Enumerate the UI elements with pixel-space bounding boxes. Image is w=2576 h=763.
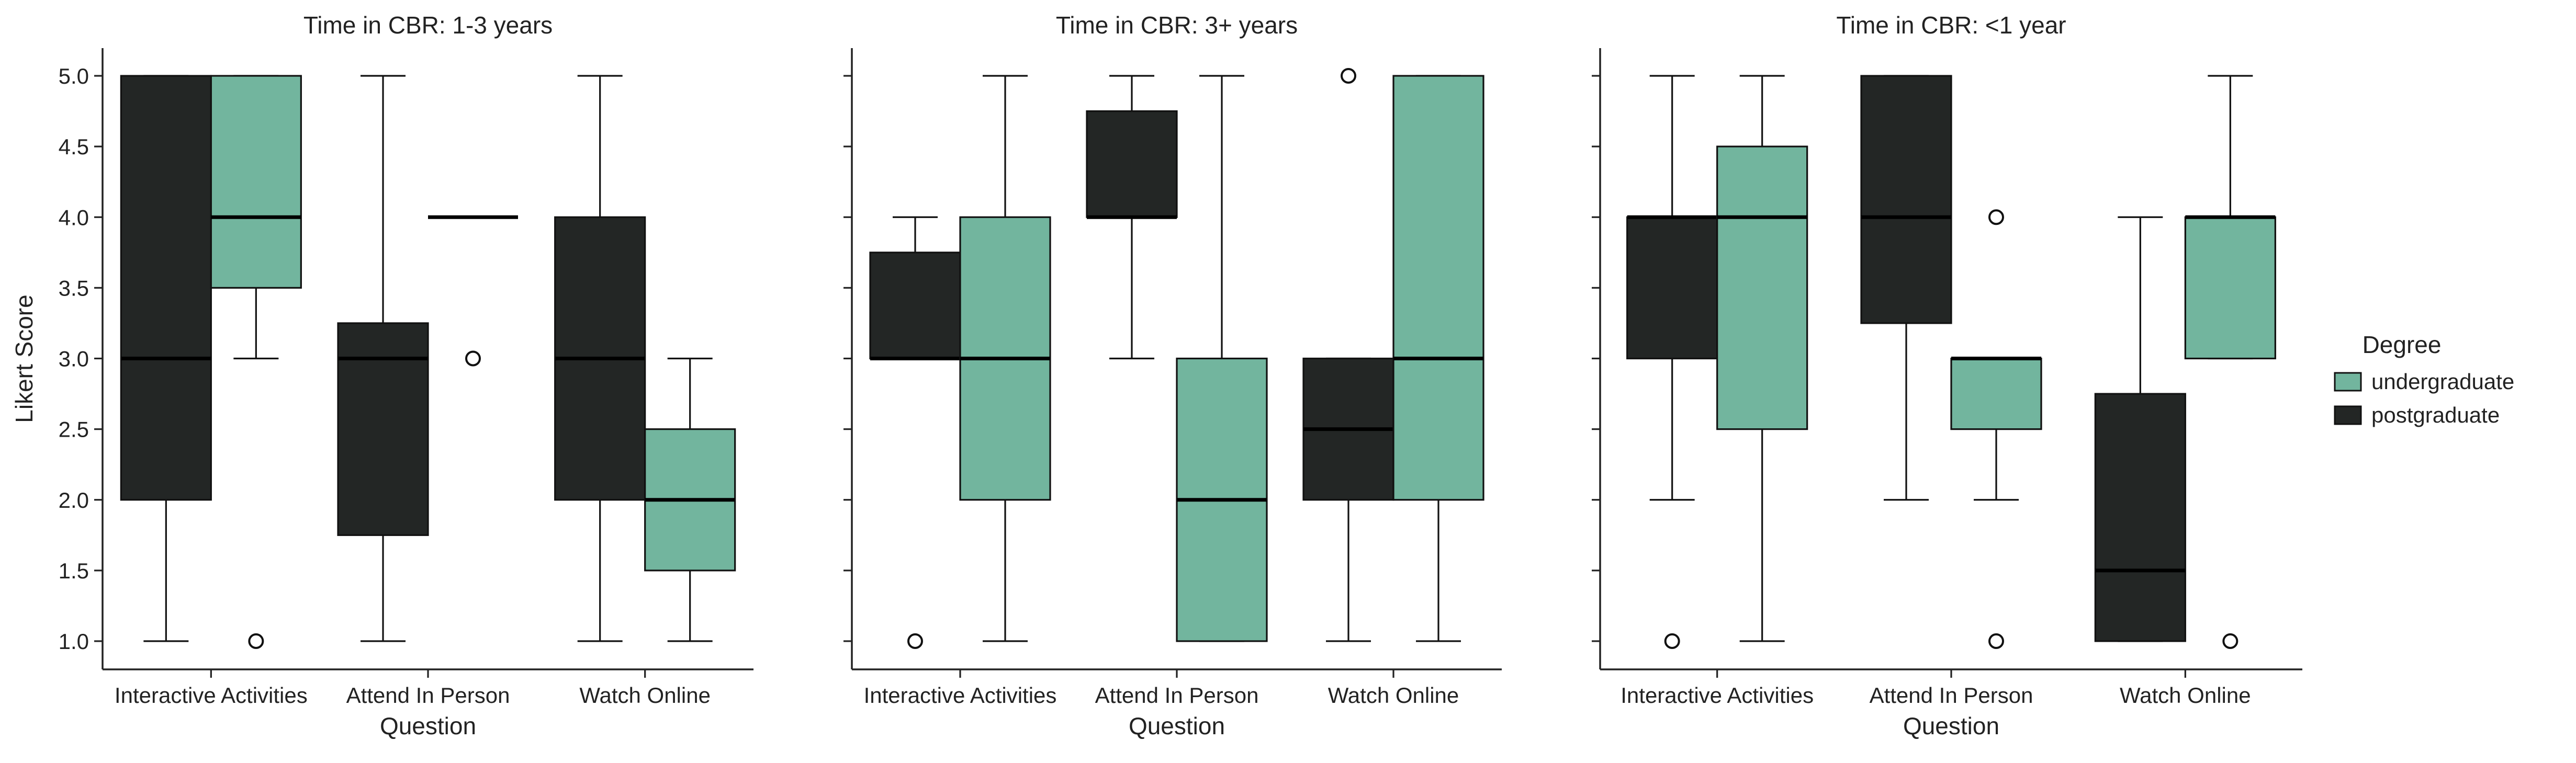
- x-axis-label: Question: [1129, 712, 1225, 739]
- outlier-point-postgraduate-interactive-activities: [1664, 633, 1680, 649]
- box-postgraduate-interactive-activities: [1626, 216, 1718, 360]
- x-axis-label: Question: [380, 712, 476, 739]
- legend-swatch-undergraduate: [2334, 372, 2362, 392]
- box-undergraduate-attend-in-person: [1950, 357, 2042, 430]
- box-postgraduate-attend-in-person: [337, 322, 429, 536]
- legend-title: Degree: [2363, 331, 2442, 358]
- facet-title: Time in CBR: 3+ years: [1056, 12, 1298, 39]
- legend-label-postgraduate: postgraduate: [2371, 403, 2500, 427]
- outlier-point-undergraduate-attend-in-person: [1988, 633, 2004, 649]
- outlier-point-postgraduate-watch-online: [1341, 68, 1356, 84]
- box-undergraduate-interactive-activities: [210, 75, 302, 289]
- box-postgraduate-watch-online: [2094, 393, 2186, 642]
- x-tick-label: Attend In Person: [1095, 683, 1259, 708]
- box-undergraduate-watch-online: [1392, 75, 1484, 501]
- y-tick-label: 3.0: [59, 347, 89, 371]
- y-tick-label: 4.5: [59, 134, 89, 159]
- y-tick-label: 2.0: [59, 488, 89, 513]
- x-tick-label: Attend In Person: [346, 683, 510, 708]
- box-postgraduate-attend-in-person: [1086, 110, 1178, 218]
- x-tick-label: Watch Online: [2120, 683, 2251, 708]
- outlier-point-undergraduate-attend-in-person: [465, 350, 481, 367]
- legend-label-undergraduate: undergraduate: [2371, 369, 2514, 394]
- legend-swatch-postgraduate: [2334, 405, 2362, 425]
- y-axis-label: Likert Score: [10, 294, 38, 423]
- x-tick-label: Interactive Activities: [1621, 683, 1814, 708]
- y-tick-label: 1.0: [59, 629, 89, 654]
- box-postgraduate-attend-in-person: [1860, 75, 1952, 324]
- y-tick-label: 1.5: [59, 559, 89, 583]
- x-tick-label: Interactive Activities: [115, 683, 308, 708]
- x-tick-label: Watch Online: [579, 683, 711, 708]
- box-postgraduate-interactive-activities: [869, 252, 961, 360]
- y-tick-label: 5.0: [59, 64, 89, 88]
- x-tick-label: Watch Online: [1328, 683, 1459, 708]
- x-tick-label: Attend In Person: [1870, 683, 2033, 708]
- x-axis-label: Question: [1903, 712, 1999, 739]
- y-tick-label: 2.5: [59, 417, 89, 442]
- outlier-point-undergraduate-attend-in-person: [1988, 209, 2004, 225]
- y-tick-label: 4.0: [59, 205, 89, 230]
- facet-title: Time in CBR: <1 year: [1836, 12, 2066, 39]
- outlier-point-undergraduate-watch-online: [2222, 633, 2238, 649]
- box-undergraduate-watch-online: [2184, 216, 2276, 360]
- box-undergraduate-interactive-activities: [1716, 145, 1808, 430]
- y-tick-label: 3.5: [59, 276, 89, 300]
- box-postgraduate-interactive-activities: [120, 75, 212, 501]
- outlier-point-undergraduate-interactive-activities: [248, 633, 264, 649]
- x-tick-label: Interactive Activities: [864, 683, 1057, 708]
- facet-title: Time in CBR: 1-3 years: [303, 12, 553, 39]
- outlier-point-postgraduate-interactive-activities: [907, 633, 923, 649]
